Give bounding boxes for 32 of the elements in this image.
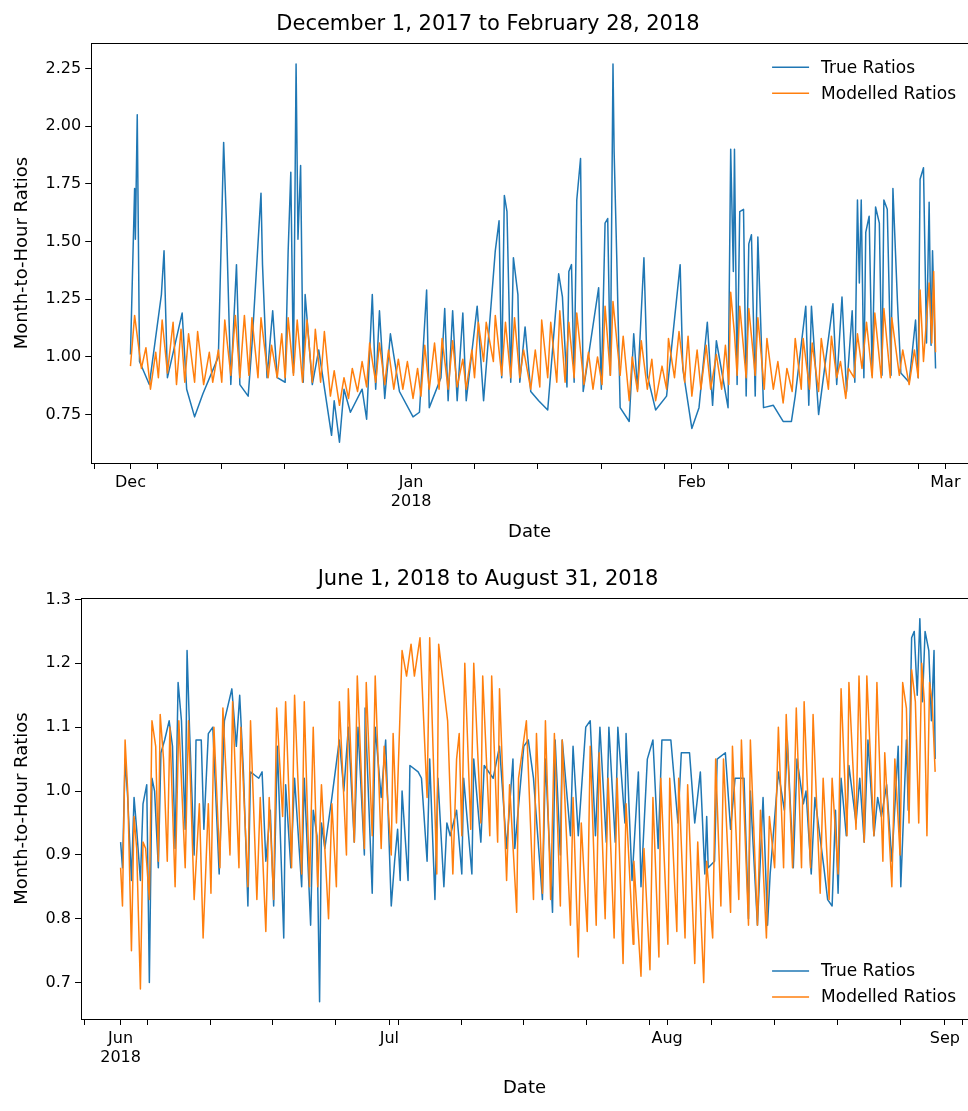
chart-title: December 1, 2017 to February 28, 2018: [276, 11, 700, 36]
legend-label: Modelled Ratios: [821, 82, 957, 103]
y-tick-label: 1.3: [45, 588, 72, 608]
y-tick-label: 1.0: [45, 780, 72, 800]
y-tick-label: 0.8: [45, 907, 72, 927]
y-tick-label: 0.9: [45, 844, 72, 864]
x-tick-label: Sep: [929, 1027, 960, 1047]
x-axis-title: Date: [508, 519, 552, 541]
y-axis-title: Month-to-Hour Ratios: [10, 156, 32, 350]
y-tick-label: 1.1: [45, 716, 72, 736]
y-tick-label: 0.7: [45, 971, 72, 991]
legend-label: True Ratios: [820, 960, 916, 981]
y-tick-label: 2.00: [45, 115, 82, 135]
y-tick-label: 1.2: [45, 652, 72, 672]
legend-label: True Ratios: [820, 56, 916, 77]
y-axis-title: Month-to-Hour Ratios: [10, 712, 32, 905]
y-tick-label: 1.75: [45, 173, 82, 193]
x-tick-label: Aug: [651, 1027, 683, 1047]
x-tick-label: Jan 2018: [390, 471, 432, 510]
x-tick-label: Jun 2018: [100, 1027, 141, 1066]
x-tick-label: Feb: [677, 471, 706, 491]
x-tick-label: Jul: [378, 1027, 400, 1047]
x-axis-title: Date: [503, 1075, 547, 1097]
y-tick-label: 1.00: [45, 346, 82, 366]
y-tick-label: 0.75: [45, 403, 82, 423]
y-tick-label: 1.50: [45, 230, 82, 250]
x-tick-label: Dec: [114, 471, 146, 491]
chart-title: June 1, 2018 to August 31, 2018: [315, 566, 659, 591]
legend-label: Modelled Ratios: [821, 986, 957, 1007]
x-tick-label: Mar: [930, 471, 961, 491]
y-tick-label: 1.25: [45, 288, 82, 308]
y-tick-label: 2.25: [45, 57, 82, 77]
